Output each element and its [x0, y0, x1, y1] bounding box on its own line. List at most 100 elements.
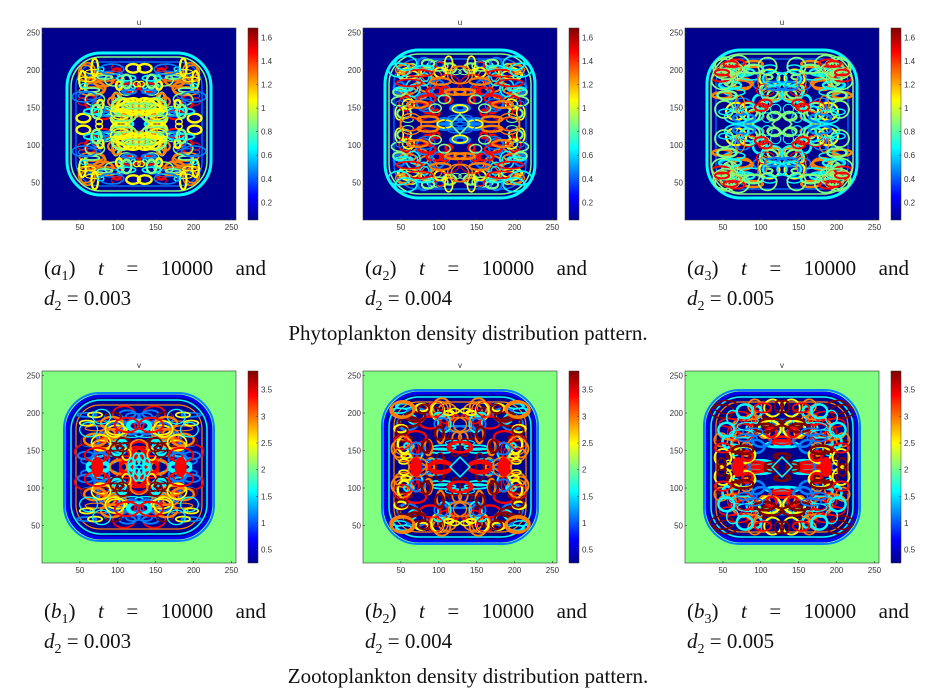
x-tick-label: 150: [470, 223, 484, 232]
x-tick-label: 100: [111, 566, 125, 575]
colorbar-tick-label: 2.5: [904, 439, 916, 448]
y-tick-label: 100: [27, 141, 41, 150]
colorbar-tick-label: 1.6: [904, 33, 916, 42]
y-tick-label: 250: [670, 29, 684, 38]
heatmap-pattern: [685, 371, 879, 563]
heatmap-title: u: [780, 18, 784, 27]
x-tick-label: 50: [396, 223, 405, 232]
plot-frame: [362, 27, 558, 221]
heatmap-panel-a2: u 50 100 150 200 250 250 200 150 100 50 1.6 1.4 1.2 1 0…: [339, 16, 594, 246]
y-tick-label: 250: [348, 372, 362, 381]
colorbar-tick-label: 0.2: [261, 198, 273, 207]
y-tick-label: 200: [670, 66, 684, 75]
y-tick-label: 200: [670, 409, 684, 418]
x-tick-label: 50: [718, 223, 727, 232]
y-tick-label: 50: [352, 179, 361, 188]
y-tick-label: 200: [27, 66, 41, 75]
plot-frame: [41, 370, 237, 564]
colorbar-tick-label: 2.5: [582, 439, 594, 448]
x-tick-label: 50: [396, 566, 405, 575]
subcaption-a2: (a2) t = 10000 and d2 = 0.004: [365, 256, 587, 315]
colorbar-tick-label: 1.4: [904, 57, 916, 66]
x-tick-label: 200: [187, 223, 201, 232]
colorbar-tick-label: 1.5: [904, 492, 916, 501]
colorbar-tick-label: 3.5: [582, 386, 594, 395]
y-tick-label: 150: [348, 447, 362, 456]
colorbar: [247, 27, 259, 221]
figure-caption-phytoplankton: Phytoplankton density distribution patte…: [288, 321, 648, 345]
colorbar-tick-label: 1.5: [582, 492, 594, 501]
y-tick-label: 100: [348, 484, 362, 493]
x-tick-label: 100: [754, 223, 768, 232]
x-tick-label: 250: [546, 223, 560, 232]
heatmap-title: v: [137, 361, 141, 370]
heatmap-panel-b2: v 50 100 150 200 250 250 200 150 100 50 3.5 3 2.5 2 1.5…: [339, 359, 594, 589]
y-tick-label: 150: [670, 104, 684, 113]
x-tick-label: 200: [508, 223, 522, 232]
heatmap-panel-a3: u 50 100 150 200 250 250 200 150 100 50 1.6 1.4 1.2 1 0…: [661, 16, 916, 246]
y-tick-label: 250: [27, 29, 41, 38]
x-tick-label: 250: [546, 566, 560, 575]
x-tick-label: 100: [754, 566, 768, 575]
subcaption-b3: (b3) t = 10000 and d2 = 0.005: [687, 599, 909, 658]
heatmap-title: v: [458, 361, 462, 370]
x-tick-label: 150: [792, 223, 806, 232]
x-tick-label: 200: [830, 566, 844, 575]
colorbar-tick-label: 2.5: [261, 439, 273, 448]
colorbar-tick-label: 1.4: [261, 57, 273, 66]
colorbar-tick-label: 1: [582, 104, 587, 113]
colorbar: [247, 370, 259, 564]
y-tick-label: 100: [670, 484, 684, 493]
subcaption-b2: (b2) t = 10000 and d2 = 0.004: [365, 599, 587, 658]
colorbar: [890, 27, 902, 221]
colorbar-tick-label: 0.6: [261, 151, 273, 160]
y-tick-label: 100: [348, 141, 362, 150]
y-tick-label: 50: [31, 179, 40, 188]
x-tick-label: 150: [792, 566, 806, 575]
colorbar-tick-label: 1: [904, 519, 909, 528]
y-tick-label: 150: [27, 447, 41, 456]
x-tick-label: 50: [718, 566, 727, 575]
x-tick-label: 250: [225, 223, 239, 232]
y-tick-label: 150: [27, 104, 41, 113]
heatmap-panel-a1: u 50 100 150 200 250 250 200 150 100 50 1.6 1.4 1.2 1 0…: [18, 16, 273, 246]
colorbar-tick-label: 0.5: [904, 546, 916, 555]
colorbar-tick-label: 1.6: [261, 33, 273, 42]
heatmap-b3: v 50 100 150 200 250 250 200 150 100 50 3.5 3 2.5 2 1.5…: [670, 361, 916, 575]
heatmap-pattern: [42, 28, 236, 220]
subcaption-b1: (b1) t = 10000 and d2 = 0.003: [44, 599, 266, 658]
colorbar-tick-label: 3: [261, 412, 266, 421]
y-tick-label: 250: [670, 372, 684, 381]
colorbar-tick-label: 3: [582, 412, 587, 421]
heatmap-a3: u 50 100 150 200 250 250 200 150 100 50 1.6 1.4 1.2 1 0…: [670, 18, 916, 232]
y-tick-label: 50: [674, 179, 683, 188]
y-tick-label: 50: [31, 522, 40, 531]
x-tick-label: 100: [111, 223, 125, 232]
heatmap-pattern: [363, 28, 557, 220]
colorbar-tick-label: 0.8: [261, 128, 273, 137]
colorbar-tick-label: 0.4: [582, 175, 594, 184]
colorbar-tick-label: 2: [904, 466, 909, 475]
colorbar: [568, 370, 580, 564]
x-tick-label: 250: [225, 566, 239, 575]
x-tick-label: 100: [432, 223, 446, 232]
colorbar-tick-label: 1: [582, 519, 587, 528]
colorbar-tick-label: 0.2: [904, 198, 916, 207]
y-tick-label: 50: [674, 522, 683, 531]
colorbar-tick-label: 0.4: [904, 175, 916, 184]
heatmap-b2: v 50 100 150 200 250 250 200 150 100 50 3.5 3 2.5 2 1.5…: [348, 361, 594, 575]
colorbar-tick-label: 0.8: [582, 128, 594, 137]
x-tick-label: 150: [149, 223, 163, 232]
heatmap-a2: u 50 100 150 200 250 250 200 150 100 50 1.6 1.4 1.2 1 0…: [348, 18, 594, 232]
heatmap-pattern: [685, 28, 879, 220]
colorbar-tick-label: 3.5: [904, 386, 916, 395]
x-tick-label: 200: [508, 566, 522, 575]
plot-frame: [684, 27, 880, 221]
x-tick-label: 150: [470, 566, 484, 575]
y-tick-label: 200: [348, 66, 362, 75]
y-tick-label: 50: [352, 522, 361, 531]
colorbar-tick-label: 1.6: [582, 33, 594, 42]
figure-caption-zooplankton: Zootoplankton density distribution patte…: [287, 664, 649, 688]
heatmap-pattern: [363, 371, 557, 563]
x-tick-label: 50: [75, 223, 84, 232]
